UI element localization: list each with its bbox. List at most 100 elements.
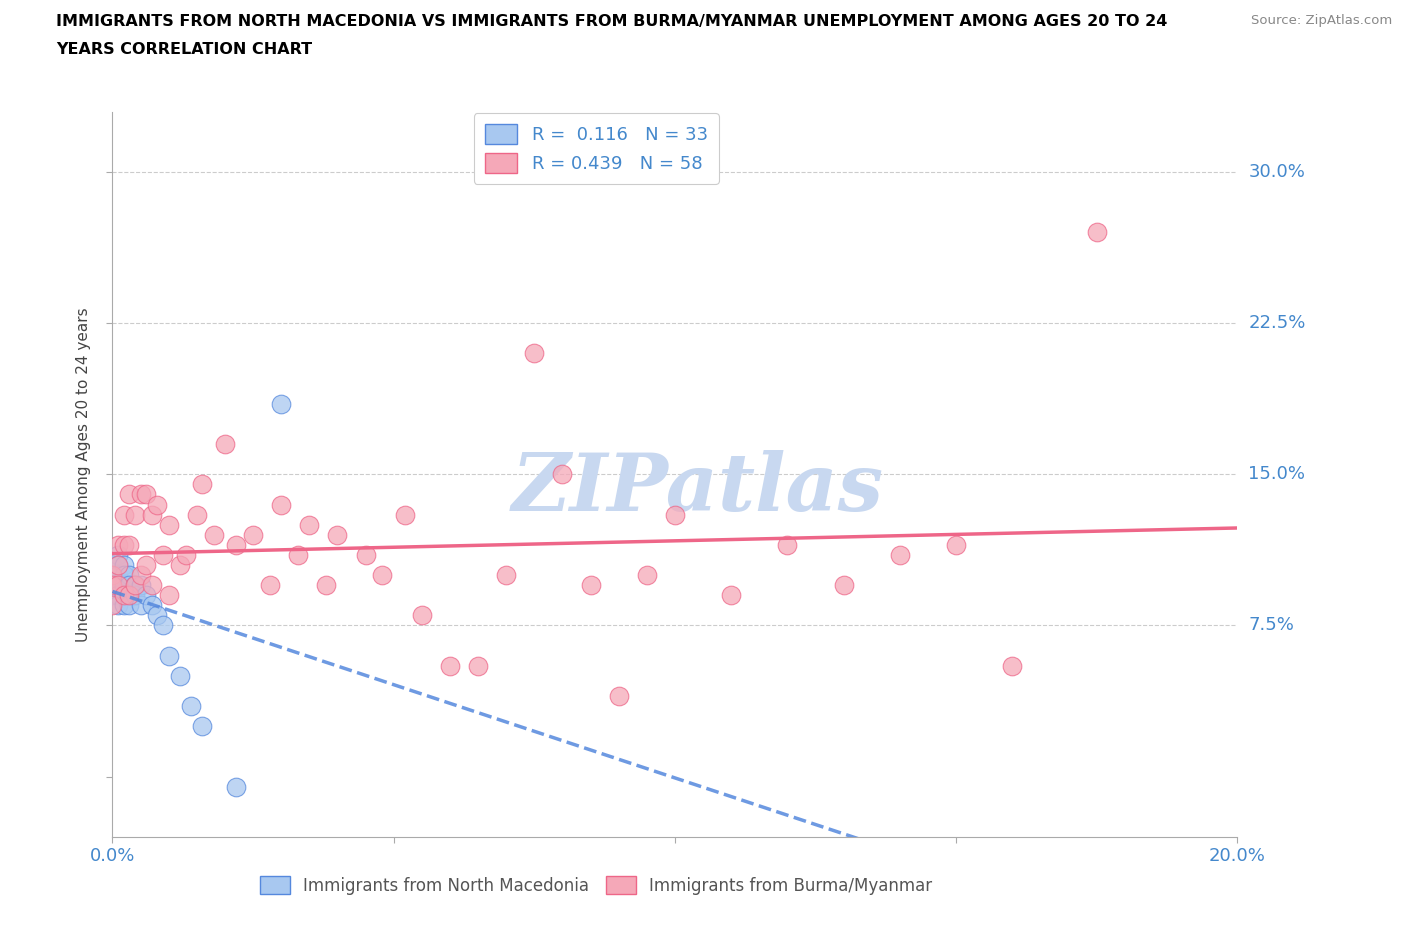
Point: [118, 598, 141, 613]
Point: [315, 578, 337, 592]
Point: [118, 588, 141, 603]
Point: [776, 538, 799, 552]
Point: [107, 567, 129, 582]
Point: [124, 507, 146, 522]
Point: [112, 567, 135, 582]
Point: [270, 498, 292, 512]
Point: [101, 598, 124, 613]
Point: [146, 498, 169, 512]
Point: [112, 507, 135, 522]
Point: [107, 588, 129, 603]
Point: [720, 588, 742, 603]
Point: [287, 548, 309, 563]
Point: [101, 578, 124, 592]
Point: [107, 548, 129, 563]
Point: [191, 719, 214, 734]
Point: [467, 658, 489, 673]
Point: [112, 598, 135, 613]
Point: [180, 698, 202, 713]
Point: [112, 558, 135, 573]
Point: [394, 507, 416, 522]
Point: [124, 588, 146, 603]
Point: [202, 527, 225, 542]
Point: [169, 669, 191, 684]
Point: [107, 558, 129, 573]
Point: [118, 588, 141, 603]
Point: [186, 507, 208, 522]
Point: [371, 567, 394, 582]
Point: [579, 578, 602, 592]
Point: [101, 558, 124, 573]
Point: [225, 538, 247, 552]
Point: [129, 578, 152, 592]
Point: [636, 567, 658, 582]
Text: 15.0%: 15.0%: [1249, 465, 1305, 484]
Point: [101, 588, 124, 603]
Point: [112, 588, 135, 603]
Point: [411, 608, 433, 623]
Point: [141, 507, 163, 522]
Point: [112, 588, 135, 603]
Point: [439, 658, 461, 673]
Text: YEARS CORRELATION CHART: YEARS CORRELATION CHART: [56, 42, 312, 57]
Point: [107, 578, 129, 592]
Point: [129, 598, 152, 613]
Text: 22.5%: 22.5%: [1249, 314, 1306, 332]
Point: [107, 558, 129, 573]
Legend: Immigrants from North Macedonia, Immigrants from Burma/Myanmar: Immigrants from North Macedonia, Immigra…: [253, 870, 939, 901]
Point: [101, 567, 124, 582]
Point: [141, 598, 163, 613]
Y-axis label: Unemployment Among Ages 20 to 24 years: Unemployment Among Ages 20 to 24 years: [76, 307, 91, 642]
Point: [664, 507, 686, 522]
Text: 30.0%: 30.0%: [1249, 163, 1305, 181]
Point: [174, 548, 197, 563]
Point: [169, 558, 191, 573]
Point: [157, 648, 180, 663]
Text: ZIPatlas: ZIPatlas: [512, 450, 883, 527]
Point: [298, 517, 321, 532]
Point: [101, 578, 124, 592]
Point: [242, 527, 264, 542]
Point: [191, 477, 214, 492]
Point: [107, 598, 129, 613]
Point: [152, 618, 174, 633]
Point: [495, 567, 517, 582]
Text: Source: ZipAtlas.com: Source: ZipAtlas.com: [1251, 14, 1392, 27]
Point: [135, 487, 157, 502]
Point: [1001, 658, 1024, 673]
Point: [107, 538, 129, 552]
Point: [551, 467, 574, 482]
Point: [118, 538, 141, 552]
Point: [157, 517, 180, 532]
Point: [270, 396, 292, 411]
Text: IMMIGRANTS FROM NORTH MACEDONIA VS IMMIGRANTS FROM BURMA/MYANMAR UNEMPLOYMENT AM: IMMIGRANTS FROM NORTH MACEDONIA VS IMMIG…: [56, 14, 1167, 29]
Point: [889, 548, 911, 563]
Point: [135, 558, 157, 573]
Point: [112, 538, 135, 552]
Point: [135, 588, 157, 603]
Point: [157, 588, 180, 603]
Point: [118, 487, 141, 502]
Point: [118, 578, 141, 592]
Point: [225, 779, 247, 794]
Point: [607, 688, 630, 703]
Point: [124, 578, 146, 592]
Point: [107, 578, 129, 592]
Point: [146, 608, 169, 623]
Point: [326, 527, 349, 542]
Point: [124, 578, 146, 592]
Point: [1085, 225, 1108, 240]
Point: [141, 578, 163, 592]
Point: [129, 567, 152, 582]
Point: [101, 567, 124, 582]
Point: [112, 578, 135, 592]
Point: [214, 437, 236, 452]
Point: [118, 567, 141, 582]
Point: [945, 538, 967, 552]
Point: [129, 487, 152, 502]
Point: [354, 548, 377, 563]
Text: 7.5%: 7.5%: [1249, 617, 1295, 634]
Point: [523, 346, 546, 361]
Point: [259, 578, 281, 592]
Point: [152, 548, 174, 563]
